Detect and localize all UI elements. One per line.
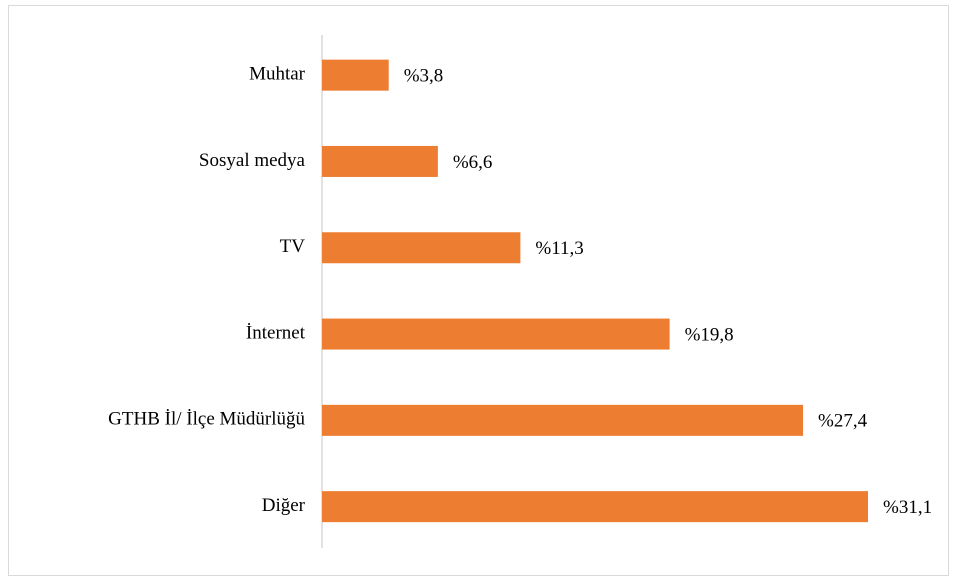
value-label: %31,1	[883, 497, 932, 518]
bar	[322, 318, 670, 350]
category-label: TV	[280, 236, 306, 257]
bar	[322, 491, 868, 523]
category-label: İnternet	[246, 322, 306, 343]
value-label: %6,6	[453, 152, 493, 173]
bar	[322, 145, 438, 177]
bar	[322, 59, 389, 91]
category-label: GTHB İl/ İlçe Müdürlüğü	[108, 409, 305, 430]
value-label: %19,8	[685, 324, 734, 345]
category-label: Diğer	[262, 495, 306, 516]
bar	[322, 232, 521, 264]
category-label: Sosyal medya	[199, 150, 306, 171]
value-label: %11,3	[535, 238, 583, 259]
category-label: Muhtar	[249, 64, 306, 85]
value-label: %3,8	[404, 66, 444, 87]
bar	[322, 404, 804, 436]
chart-border	[8, 5, 949, 576]
value-label: %27,4	[818, 411, 868, 432]
